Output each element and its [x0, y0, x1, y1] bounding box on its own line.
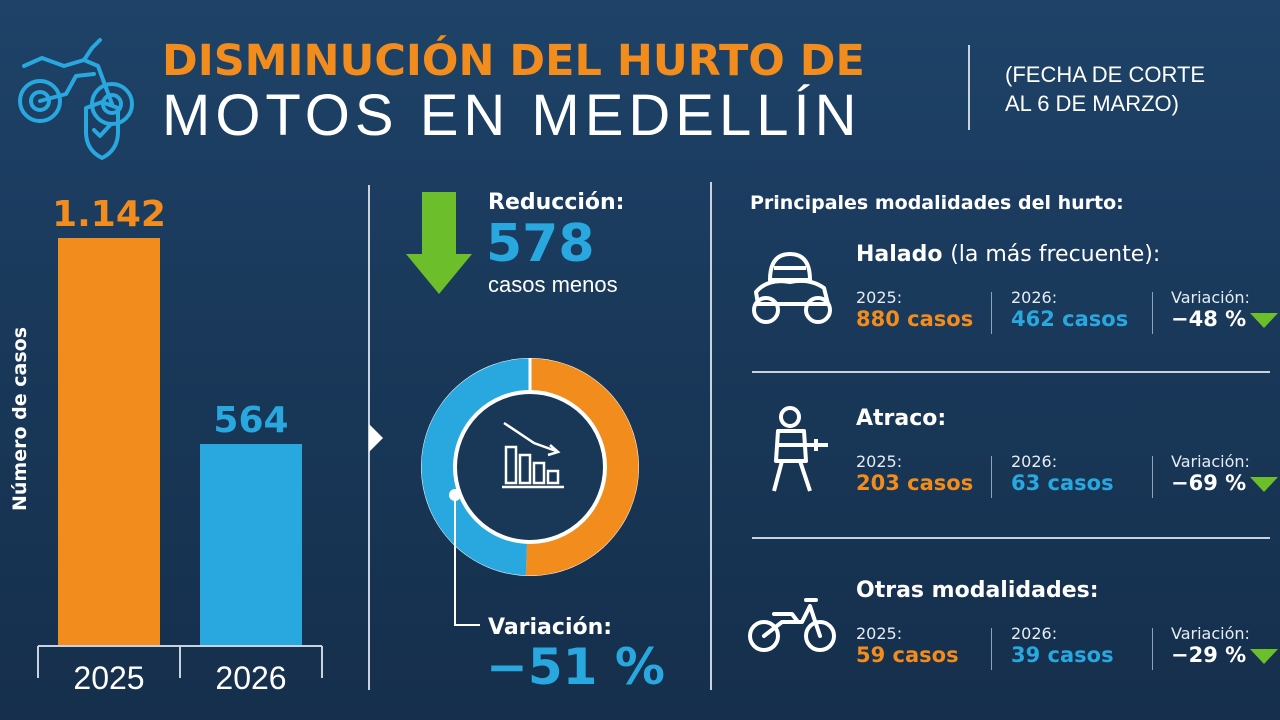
cases-2025: 59 casos: [856, 643, 959, 667]
donut-slice-0: [525, 358, 639, 576]
section-divider-2: [710, 182, 712, 690]
cases-2026: 462 casos: [1011, 307, 1129, 331]
helmeted-rider-motorcycle-icon: [752, 252, 832, 324]
variation-value: −29 %: [1171, 643, 1247, 667]
modality-name: Atraco:: [856, 406, 947, 431]
donut-chart: [421, 358, 639, 576]
year-label: 2026:: [1011, 288, 1058, 307]
year-label: 2025:: [856, 288, 903, 307]
armed-robber-icon: [772, 406, 828, 492]
variation-value: −51 %: [486, 638, 665, 696]
cell-divider: [991, 628, 992, 670]
cell-divider: [991, 292, 992, 334]
reduction-label: Reducción:: [488, 190, 625, 215]
cases-2026: 63 casos: [1011, 471, 1114, 495]
title-line-2: MOTOS EN MEDELLÍN: [162, 83, 862, 148]
cell-divider: [1152, 292, 1153, 334]
variation-label: Variación:: [1171, 288, 1250, 307]
x-tick-label: 2025: [73, 660, 145, 696]
row-divider: [752, 371, 1270, 373]
year-label: 2025:: [856, 452, 903, 471]
bar-value-label: 564: [213, 399, 289, 441]
pointer-triangle: [369, 424, 383, 452]
cell-divider: [1152, 628, 1153, 670]
down-triangle-icon: [1250, 312, 1279, 328]
bar-2025: [58, 238, 160, 645]
cell-2025: 2025: 880 casos: [856, 288, 973, 331]
bar-2026: [200, 443, 302, 645]
cell-divider: [991, 456, 992, 498]
modality-name: Halado: [856, 242, 943, 267]
modality-title: Otras modalidades:: [856, 578, 1099, 603]
reduction-value: 578: [486, 214, 595, 274]
reduction-unit: casos menos: [488, 272, 618, 297]
cases-2026: 39 casos: [1011, 643, 1114, 667]
cell-variation: Variación: −69 %: [1171, 452, 1279, 495]
donut-slice-1: [421, 358, 531, 576]
row-divider: [752, 537, 1270, 539]
cell-2025: 2025: 59 casos: [856, 624, 959, 667]
cell-2026: 2026: 462 casos: [1011, 288, 1128, 331]
motorcycle-icon: [748, 598, 836, 652]
modality-title: Halado (la más frecuente):: [856, 242, 1160, 267]
variation-value: −48 %: [1171, 307, 1247, 331]
cutoff-note: (FECHA DE CORTE AL 6 DE MARZO): [1005, 60, 1205, 118]
year-label: 2026:: [1011, 452, 1058, 471]
modality-name: Otras modalidades:: [856, 578, 1099, 603]
modality-title: Atraco:: [856, 406, 946, 431]
bar-value-label: 1.142: [52, 194, 166, 235]
cell-2026: 2026: 63 casos: [1011, 452, 1114, 495]
motorcycle-shield-icon: [18, 38, 134, 160]
cell-2025: 2025: 203 casos: [856, 452, 973, 495]
cases-2025: 203 casos: [856, 471, 974, 495]
title-line-1: DISMINUCIÓN DEL HURTO DE: [162, 36, 865, 86]
x-axis-bracket: [37, 645, 323, 678]
down-triangle-icon: [1250, 648, 1279, 664]
cell-2026: 2026: 39 casos: [1011, 624, 1114, 667]
cutoff-note-line-1: (FECHA DE CORTE: [1005, 62, 1206, 87]
y-axis-label: Número de casos: [9, 326, 31, 511]
modalities-title: Principales modalidades del hurto:: [750, 192, 1124, 214]
cutoff-note-line-2: AL 6 DE MARZO): [1005, 91, 1179, 116]
variation-label: Variación:: [488, 615, 613, 640]
year-label: 2025:: [856, 624, 903, 643]
header-divider: [968, 45, 970, 130]
variation-label: Variación:: [1171, 452, 1250, 471]
down-triangle-icon: [1250, 476, 1279, 492]
cell-divider: [1152, 456, 1153, 498]
callout-line: [449, 489, 480, 626]
cell-variation: Variación: −48 %: [1171, 288, 1279, 331]
variation-value: −69 %: [1171, 471, 1247, 495]
declining-bar-chart-icon: [502, 421, 564, 489]
variation-label: Variación:: [1171, 624, 1250, 643]
cases-2025: 880 casos: [856, 307, 974, 331]
down-arrow-icon: [406, 192, 472, 294]
x-tick-label: 2026: [215, 660, 287, 696]
year-label: 2026:: [1011, 624, 1058, 643]
modality-qualifier: (la más frecuente):: [950, 242, 1161, 267]
cell-variation: Variación: −29 %: [1171, 624, 1279, 667]
